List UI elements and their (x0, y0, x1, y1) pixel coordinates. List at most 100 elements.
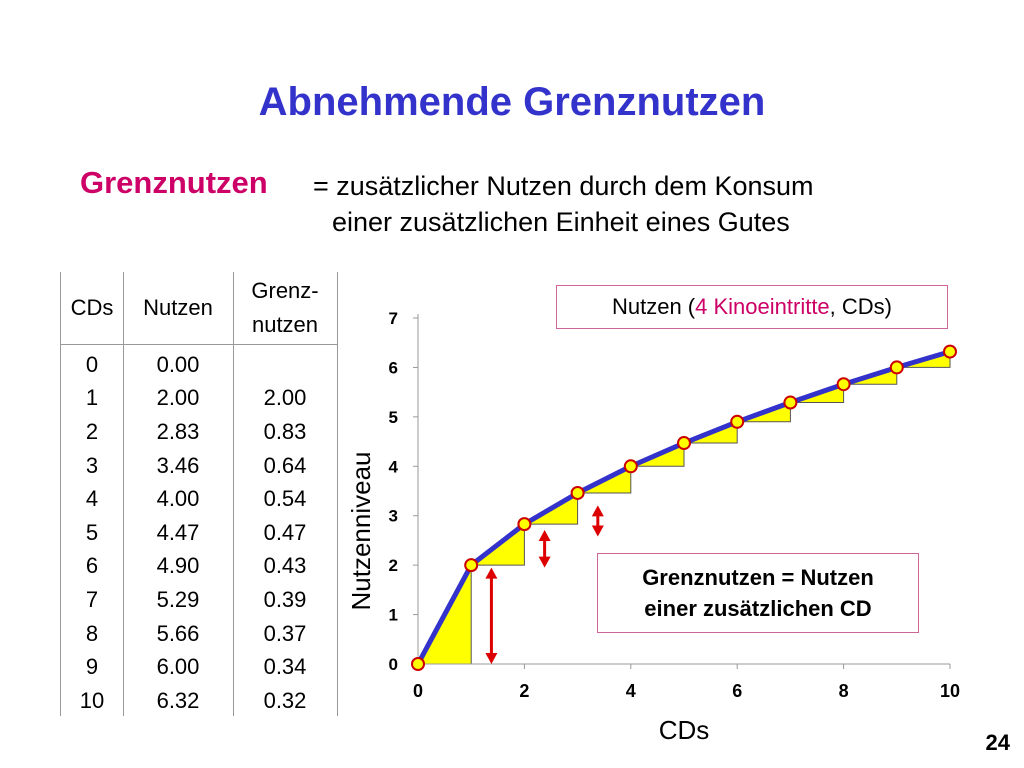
utility-chart: 0 1 2 3 4 5 6 7 0 2 4 6 8 10 CDs Nutzenniveau (340, 280, 1020, 750)
cell-nutzen: 2.00 (156, 385, 200, 411)
table-row: 5 4.47 0.47 (61, 516, 337, 550)
cell-grenznutzen: 0.64 (263, 452, 307, 478)
cell-grenznutzen: 0.43 (263, 553, 307, 579)
cell-cds: 7 (85, 586, 99, 612)
x-tick-label: 10 (940, 681, 960, 701)
page-number: 24 (985, 730, 1010, 755)
data-point (411, 657, 425, 671)
x-tick-label: 0 (413, 681, 423, 701)
table-header-grenz-line2: nutzen (251, 312, 319, 337)
table-row: 0 0.00 (61, 348, 337, 382)
marginal-arrow-head (485, 567, 498, 579)
y-tick-label: 6 (389, 358, 398, 377)
table-divider (123, 272, 124, 716)
table-header-grenznutzen: Grenz- nutzen (233, 272, 337, 344)
legend-highlight: 4 Kinoeintritte (695, 294, 830, 319)
cell-cds: 3 (85, 452, 99, 478)
y-tick-label: 3 (389, 507, 398, 526)
chart-legend: Nutzen (4 Kinoeintritte, CDs) (556, 285, 948, 329)
cell-grenznutzen: 0.47 (263, 519, 307, 545)
y-tick-label: 1 (389, 606, 398, 625)
cell-grenznutzen: 0.32 (263, 687, 307, 713)
data-point (677, 436, 691, 451)
cell-nutzen: 2.83 (156, 418, 200, 444)
annotation-line-2: einer zusätzlichen CD (644, 596, 872, 621)
cell-grenznutzen: 0.34 (263, 654, 307, 680)
cell-nutzen: 4.00 (156, 486, 200, 512)
table-row: 10 6.32 0.32 (61, 684, 337, 718)
data-point (623, 459, 638, 474)
cell-nutzen: 6.32 (156, 687, 200, 713)
chart-annotation: Grenznutzen = Nutzen einer zusätzlichen … (597, 553, 919, 633)
table-header-cds: CDs (70, 295, 114, 320)
y-tick-label: 7 (389, 309, 398, 328)
table-row: 3 3.46 0.64 (61, 449, 337, 483)
cell-nutzen: 0.00 (156, 351, 200, 377)
cell-nutzen: 4.47 (156, 519, 200, 545)
table-header-nutzen: Nutzen (143, 295, 213, 320)
data-point (517, 517, 532, 532)
cell-grenznutzen: 0.83 (263, 418, 307, 444)
table-row: 7 5.29 0.39 (61, 583, 337, 617)
cell-cds: 5 (85, 519, 99, 545)
marginal-arrow-head (485, 653, 498, 664)
x-tick-label: 8 (839, 681, 849, 701)
table-header-rule (61, 344, 337, 345)
table-row: 8 5.66 0.37 (61, 617, 337, 651)
data-point (464, 558, 479, 573)
x-tick-label: 2 (519, 681, 529, 701)
data-point (570, 485, 585, 500)
cell-cds: 2 (85, 418, 99, 444)
cell-cds: 10 (79, 687, 105, 713)
table-row: 9 6.00 0.34 (61, 650, 337, 684)
y-tick-label: 4 (389, 457, 399, 476)
slide-title: Abnehmende Grenznutzen (258, 80, 766, 124)
marginal-arrow-head (538, 556, 551, 568)
cell-cds: 8 (85, 620, 99, 646)
cell-grenznutzen: 0.54 (263, 486, 307, 512)
cell-nutzen: 6.00 (156, 654, 200, 680)
marginal-arrow-head (591, 525, 604, 537)
utility-table: CDs Nutzen Grenz- nutzen 0 0.00 1 2.00 2.00 2… (60, 272, 338, 716)
table-row: 4 4.00 0.54 (61, 482, 337, 516)
cell-cds: 9 (85, 654, 99, 680)
x-axis-label: CDs (659, 715, 710, 745)
table-header-grenz-line1: Grenz- (251, 278, 319, 303)
cell-nutzen: 5.66 (156, 620, 200, 646)
y-tick-label: 2 (389, 556, 398, 575)
cell-cds: 4 (85, 486, 99, 512)
definition-line-1: = zusätzlicher Nutzen durch dem Konsum (313, 171, 814, 201)
data-point (943, 344, 957, 359)
definition-line-2: einer zusätzlichen Einheit eines Gutes (332, 207, 790, 237)
data-point (783, 395, 798, 410)
definition-term: Grenznutzen (80, 165, 268, 200)
x-tick-label: 4 (626, 681, 636, 701)
y-tick-label: 0 (389, 655, 398, 674)
table-row: 2 2.83 0.83 (61, 415, 337, 449)
legend-prefix: Nutzen ( (611, 294, 696, 319)
cell-cds: 0 (85, 351, 99, 377)
table-row: 6 4.90 0.43 (61, 550, 337, 584)
cell-grenznutzen: 0.39 (263, 586, 307, 612)
marginal-arrow-head (591, 505, 604, 517)
cell-cds: 6 (85, 553, 99, 579)
cell-grenznutzen: 2.00 (263, 385, 307, 411)
cell-cds: 1 (85, 385, 99, 411)
table-divider (233, 272, 234, 716)
data-point (836, 377, 851, 392)
chart-svg: 0 1 2 3 4 5 6 7 0 2 4 6 8 10 CDs Nutzenniveau (346, 309, 960, 745)
table-body: 0 0.00 1 2.00 2.00 2 2.83 0.83 3 3.46 0.64 4 4.00 0.5… (61, 348, 337, 718)
legend-suffix: , CDs) (829, 294, 892, 319)
cell-nutzen: 4.90 (156, 553, 200, 579)
annotation-line-1: Grenznutzen = Nutzen (642, 565, 874, 590)
table-row: 1 2.00 2.00 (61, 382, 337, 416)
cell-grenznutzen: 0.37 (263, 620, 307, 646)
cell-nutzen: 5.29 (156, 586, 200, 612)
data-point (730, 414, 745, 429)
y-axis-label: Nutzenniveau (346, 452, 376, 611)
cell-nutzen: 3.46 (156, 452, 200, 478)
data-point (889, 360, 904, 375)
y-tick-label: 5 (389, 408, 398, 427)
x-tick-label: 6 (732, 681, 742, 701)
marginal-arrow-head (538, 530, 551, 542)
